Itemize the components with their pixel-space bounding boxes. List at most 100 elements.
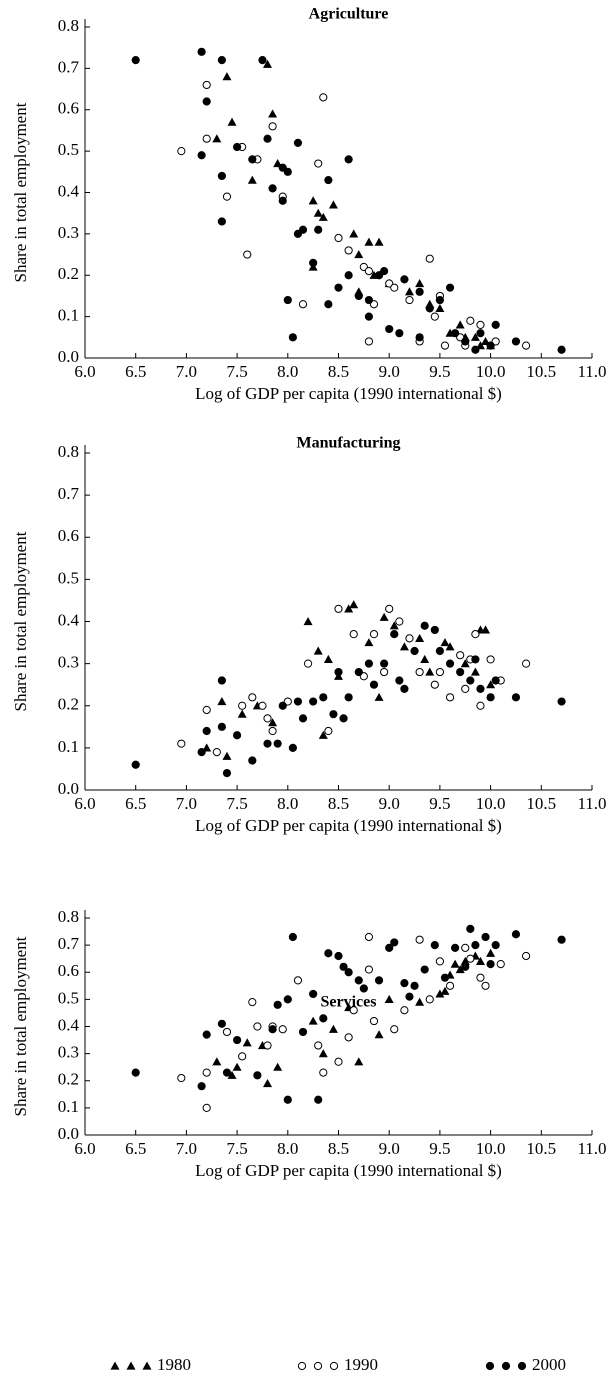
x-tick-label: 7.0	[176, 1139, 197, 1158]
y-tick-label: 0.7	[58, 57, 80, 76]
y-tick-label: 0.8	[58, 442, 79, 461]
marker-circle	[400, 275, 409, 284]
marker-circle	[440, 973, 450, 982]
marker-circle	[202, 726, 211, 736]
marker-circle	[298, 1027, 308, 1037]
marker-circle	[314, 225, 323, 234]
marker-triangle	[389, 621, 399, 630]
marker-circle	[202, 97, 211, 106]
marker-open-circle	[435, 667, 444, 677]
marker-triangle	[212, 1057, 222, 1066]
marker-open-circle	[263, 1041, 272, 1050]
marker-circle	[283, 995, 292, 1004]
marker-open-circle	[253, 1022, 262, 1031]
marker-open-circle	[496, 960, 505, 969]
x-axis-label: Log of GDP per capita (1990 internationa…	[195, 384, 502, 403]
series-circle-open	[177, 604, 531, 757]
marker-open-circle	[202, 134, 211, 143]
marker-open-circle	[303, 659, 313, 668]
marker-circle	[445, 659, 455, 668]
marker-triangle	[415, 279, 425, 288]
marker-circle	[293, 697, 303, 706]
marker-circle	[131, 56, 140, 65]
marker-circle	[197, 151, 206, 160]
marker-circle	[131, 1068, 140, 1077]
marker-open-circle	[177, 739, 186, 748]
marker-triangle	[374, 692, 384, 701]
x-tick-label: 8.0	[277, 794, 298, 813]
marker-circle	[288, 932, 297, 942]
marker-circle	[253, 1071, 262, 1080]
marker-triangle	[460, 659, 470, 668]
marker-circle	[273, 739, 282, 748]
y-tick-label: 0.2	[58, 695, 79, 714]
marker-circle	[517, 1361, 527, 1371]
marker-open-circle	[486, 655, 495, 664]
marker-triangle	[263, 59, 273, 68]
marker-triangle	[222, 72, 232, 81]
marker-circle	[476, 329, 485, 338]
marker-open-circle	[222, 1027, 232, 1037]
marker-triangle	[450, 959, 460, 968]
marker-triangle	[486, 948, 496, 957]
marker-triangle	[268, 109, 278, 118]
marker-open-circle	[344, 246, 353, 255]
x-tick-label: 8.0	[277, 362, 298, 381]
marker-open-circle	[521, 659, 531, 668]
marker-triangle	[415, 633, 425, 642]
marker-open-circle	[445, 981, 455, 990]
marker-open-circle	[430, 312, 439, 321]
marker-open-circle	[369, 630, 379, 639]
marker-circle	[314, 1095, 323, 1104]
marker-open-circle	[238, 1052, 247, 1061]
marker-open-circle	[456, 651, 465, 660]
marker-open-circle	[425, 995, 434, 1004]
series-circle	[131, 924, 566, 1104]
marker-open-circle	[313, 1361, 323, 1371]
marker-open-circle	[278, 1025, 287, 1034]
marker-open-circle	[268, 122, 277, 131]
y-tick-label: 0.8	[58, 907, 79, 926]
x-tick-label: 11.0	[577, 1139, 606, 1158]
x-tick-label: 6.5	[125, 794, 146, 813]
marker-circle	[466, 924, 475, 933]
marker-open-circle	[476, 320, 485, 329]
marker-circle	[293, 138, 303, 147]
series-triangle	[212, 59, 496, 350]
marker-triangle	[425, 667, 435, 676]
y-tick-label: 0.7	[58, 484, 80, 503]
marker-open-circle	[400, 1006, 409, 1015]
y-tick-label: 0.7	[58, 934, 80, 953]
marker-circle	[309, 697, 318, 706]
marker-open-circle	[369, 1016, 379, 1026]
marker-circle	[273, 1000, 282, 1009]
marker-open-circle	[212, 747, 221, 757]
marker-circle	[329, 710, 338, 719]
marker-triangle	[354, 1057, 364, 1066]
marker-open-circle	[202, 705, 211, 715]
legend-label: 1990	[344, 1355, 378, 1374]
marker-circle	[217, 217, 226, 226]
marker-triangle	[126, 1361, 136, 1370]
marker-triangle	[273, 1062, 283, 1071]
marker-open-circle	[430, 680, 439, 689]
x-axis-label: Log of GDP per capita (1990 internationa…	[195, 816, 502, 835]
marker-open-circle	[248, 693, 257, 702]
marker-circle	[486, 960, 495, 969]
marker-circle	[334, 667, 343, 677]
series-triangle	[212, 948, 496, 1088]
marker-open-circle	[364, 267, 374, 276]
marker-circle	[364, 295, 374, 305]
marker-circle	[344, 968, 353, 977]
marker-circle	[222, 1068, 232, 1077]
marker-circle	[344, 693, 353, 702]
marker-open-circle	[466, 316, 475, 325]
marker-open-circle	[405, 634, 414, 643]
marker-circle	[248, 756, 257, 765]
marker-circle	[471, 655, 480, 664]
marker-open-circle	[445, 693, 455, 702]
marker-triangle	[379, 612, 389, 621]
marker-open-circle	[297, 1361, 307, 1371]
y-tick-label: 0.3	[58, 1043, 79, 1062]
y-tick-label: 0.6	[58, 961, 79, 980]
